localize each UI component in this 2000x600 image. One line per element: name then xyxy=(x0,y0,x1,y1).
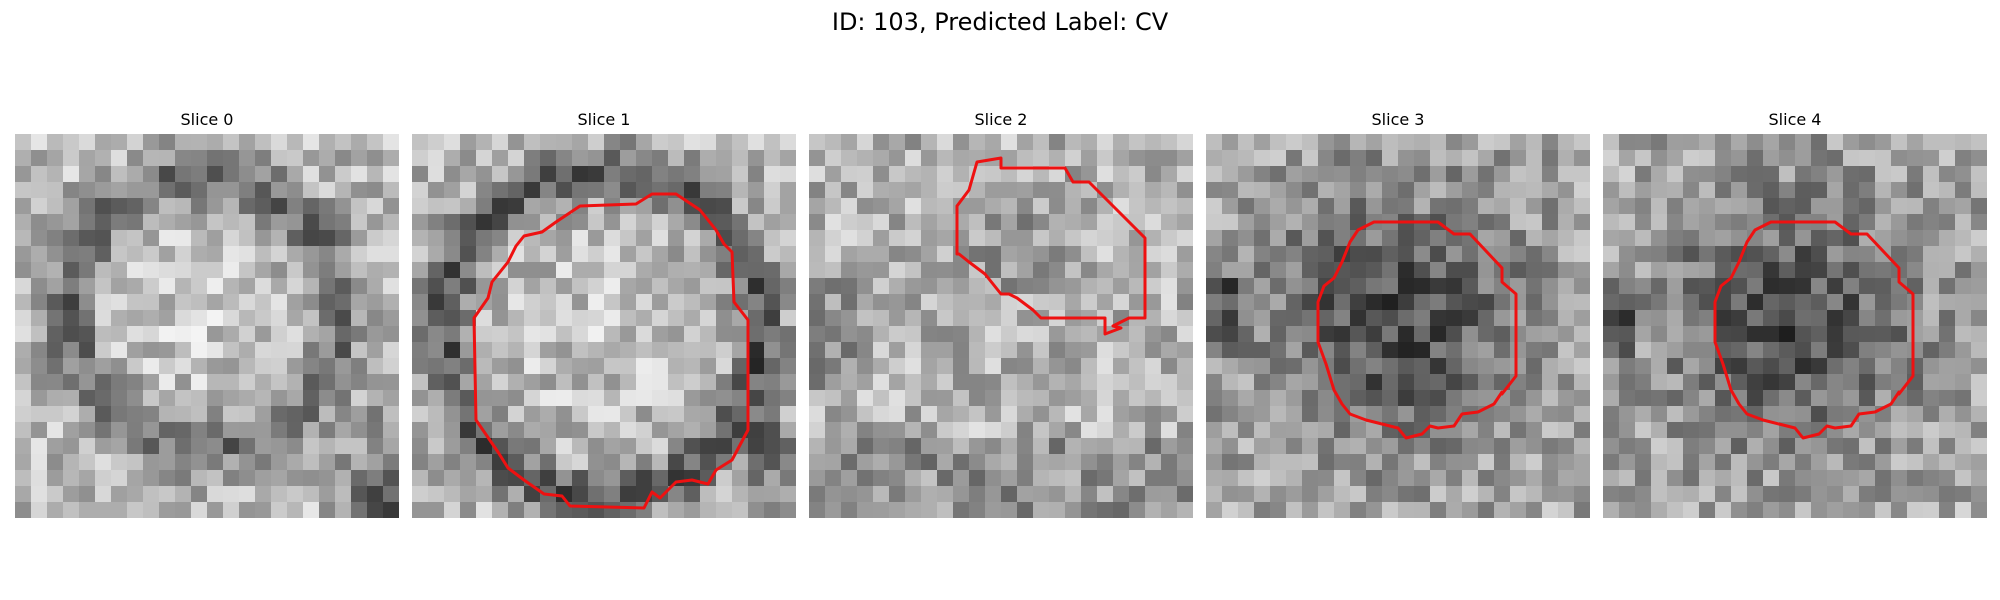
slice-image xyxy=(1206,134,1590,518)
slice-panel-4: Slice 4 xyxy=(1603,108,1987,520)
pixel-texture xyxy=(809,134,1193,518)
slice-image xyxy=(809,134,1193,518)
slice-panel-0: Slice 0 xyxy=(15,108,399,520)
slice-title: Slice 2 xyxy=(974,110,1028,129)
segmentation-contour xyxy=(955,156,1147,336)
pixel-texture xyxy=(15,134,399,518)
slice-panel-2: Slice 2 xyxy=(809,108,1193,520)
pixel-texture xyxy=(412,134,796,518)
slice-panel-3: Slice 3 xyxy=(1206,108,1590,520)
slice-image xyxy=(15,134,399,518)
slice-title: Slice 1 xyxy=(577,110,631,129)
slice-title: Slice 3 xyxy=(1371,110,1425,129)
segmentation-contour xyxy=(1316,220,1518,440)
pixel-texture xyxy=(1206,134,1590,518)
slice-image xyxy=(1603,134,1987,518)
segmentation-contour xyxy=(472,192,750,510)
slice-title: Slice 0 xyxy=(180,110,234,129)
slice-image xyxy=(412,134,796,518)
slice-panel-1: Slice 1 xyxy=(412,108,796,520)
figure-title: ID: 103, Predicted Label: CV xyxy=(831,8,1169,36)
segmentation-contour xyxy=(1713,220,1915,440)
pixel-texture xyxy=(1603,134,1987,518)
slice-title: Slice 4 xyxy=(1768,110,1822,129)
